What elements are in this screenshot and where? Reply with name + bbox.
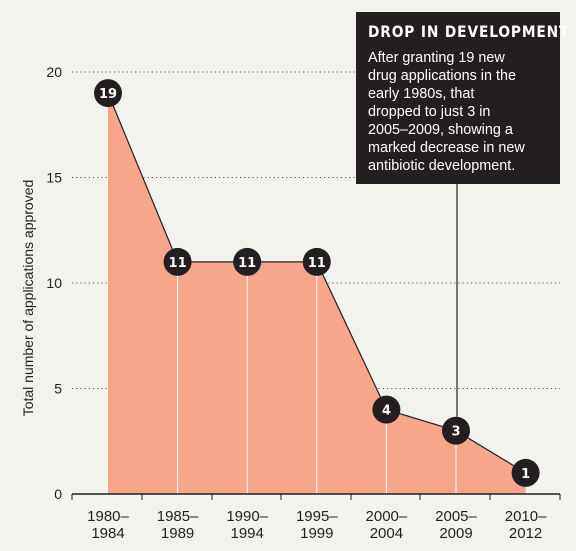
- data-point: [302, 247, 331, 276]
- data-label: 4: [382, 404, 391, 419]
- y-tick-label: 0: [54, 486, 62, 502]
- data-point: [511, 458, 540, 487]
- y-tick-label: 5: [54, 381, 62, 397]
- data-label: 11: [169, 256, 187, 271]
- x-tick-label: 2010– 2012: [505, 508, 547, 542]
- y-tick-label: 20: [46, 64, 62, 80]
- x-tick-label: 2005– 2009: [435, 508, 477, 542]
- annotation-callout: DROP IN DEVELOPMENT After granting 19 ne…: [356, 12, 570, 184]
- data-label: 11: [238, 256, 256, 271]
- data-label: 19: [99, 87, 117, 102]
- callout-title: DROP IN DEVELOPMENT: [368, 22, 570, 41]
- callout-line: marked decrease in new: [368, 140, 525, 156]
- data-label: 11: [308, 256, 326, 271]
- callout-line: early 1980s, that: [368, 86, 475, 102]
- callout-line: antibiotic development.: [368, 158, 516, 174]
- y-tick-label: 10: [46, 275, 62, 291]
- data-point: [372, 395, 401, 424]
- data-label: 3: [451, 425, 460, 440]
- callout-line: drug applications in the: [368, 68, 517, 84]
- callout-body: After granting 19 new drug applications …: [368, 49, 548, 175]
- data-point: [233, 247, 262, 276]
- x-tick-label: 1980– 1984: [87, 508, 129, 542]
- data-point: [442, 416, 470, 445]
- y-axis-title: Total number of applications approved: [20, 180, 36, 417]
- x-tick-label: 1985– 1989: [157, 508, 199, 542]
- data-point: [94, 79, 122, 108]
- data-label: 1: [521, 467, 530, 482]
- data-point: [163, 247, 192, 276]
- callout-line: dropped to just 3 in: [368, 104, 491, 120]
- callout-line: After granting 19 new: [368, 50, 505, 66]
- x-tick-label: 2000– 2004: [366, 508, 408, 542]
- x-tick-label: 1990– 1994: [226, 508, 268, 542]
- callout-line: 2005–2009, showing a: [368, 122, 513, 138]
- y-tick-label: 15: [46, 170, 62, 186]
- x-tick-label: 1995– 1999: [296, 508, 338, 542]
